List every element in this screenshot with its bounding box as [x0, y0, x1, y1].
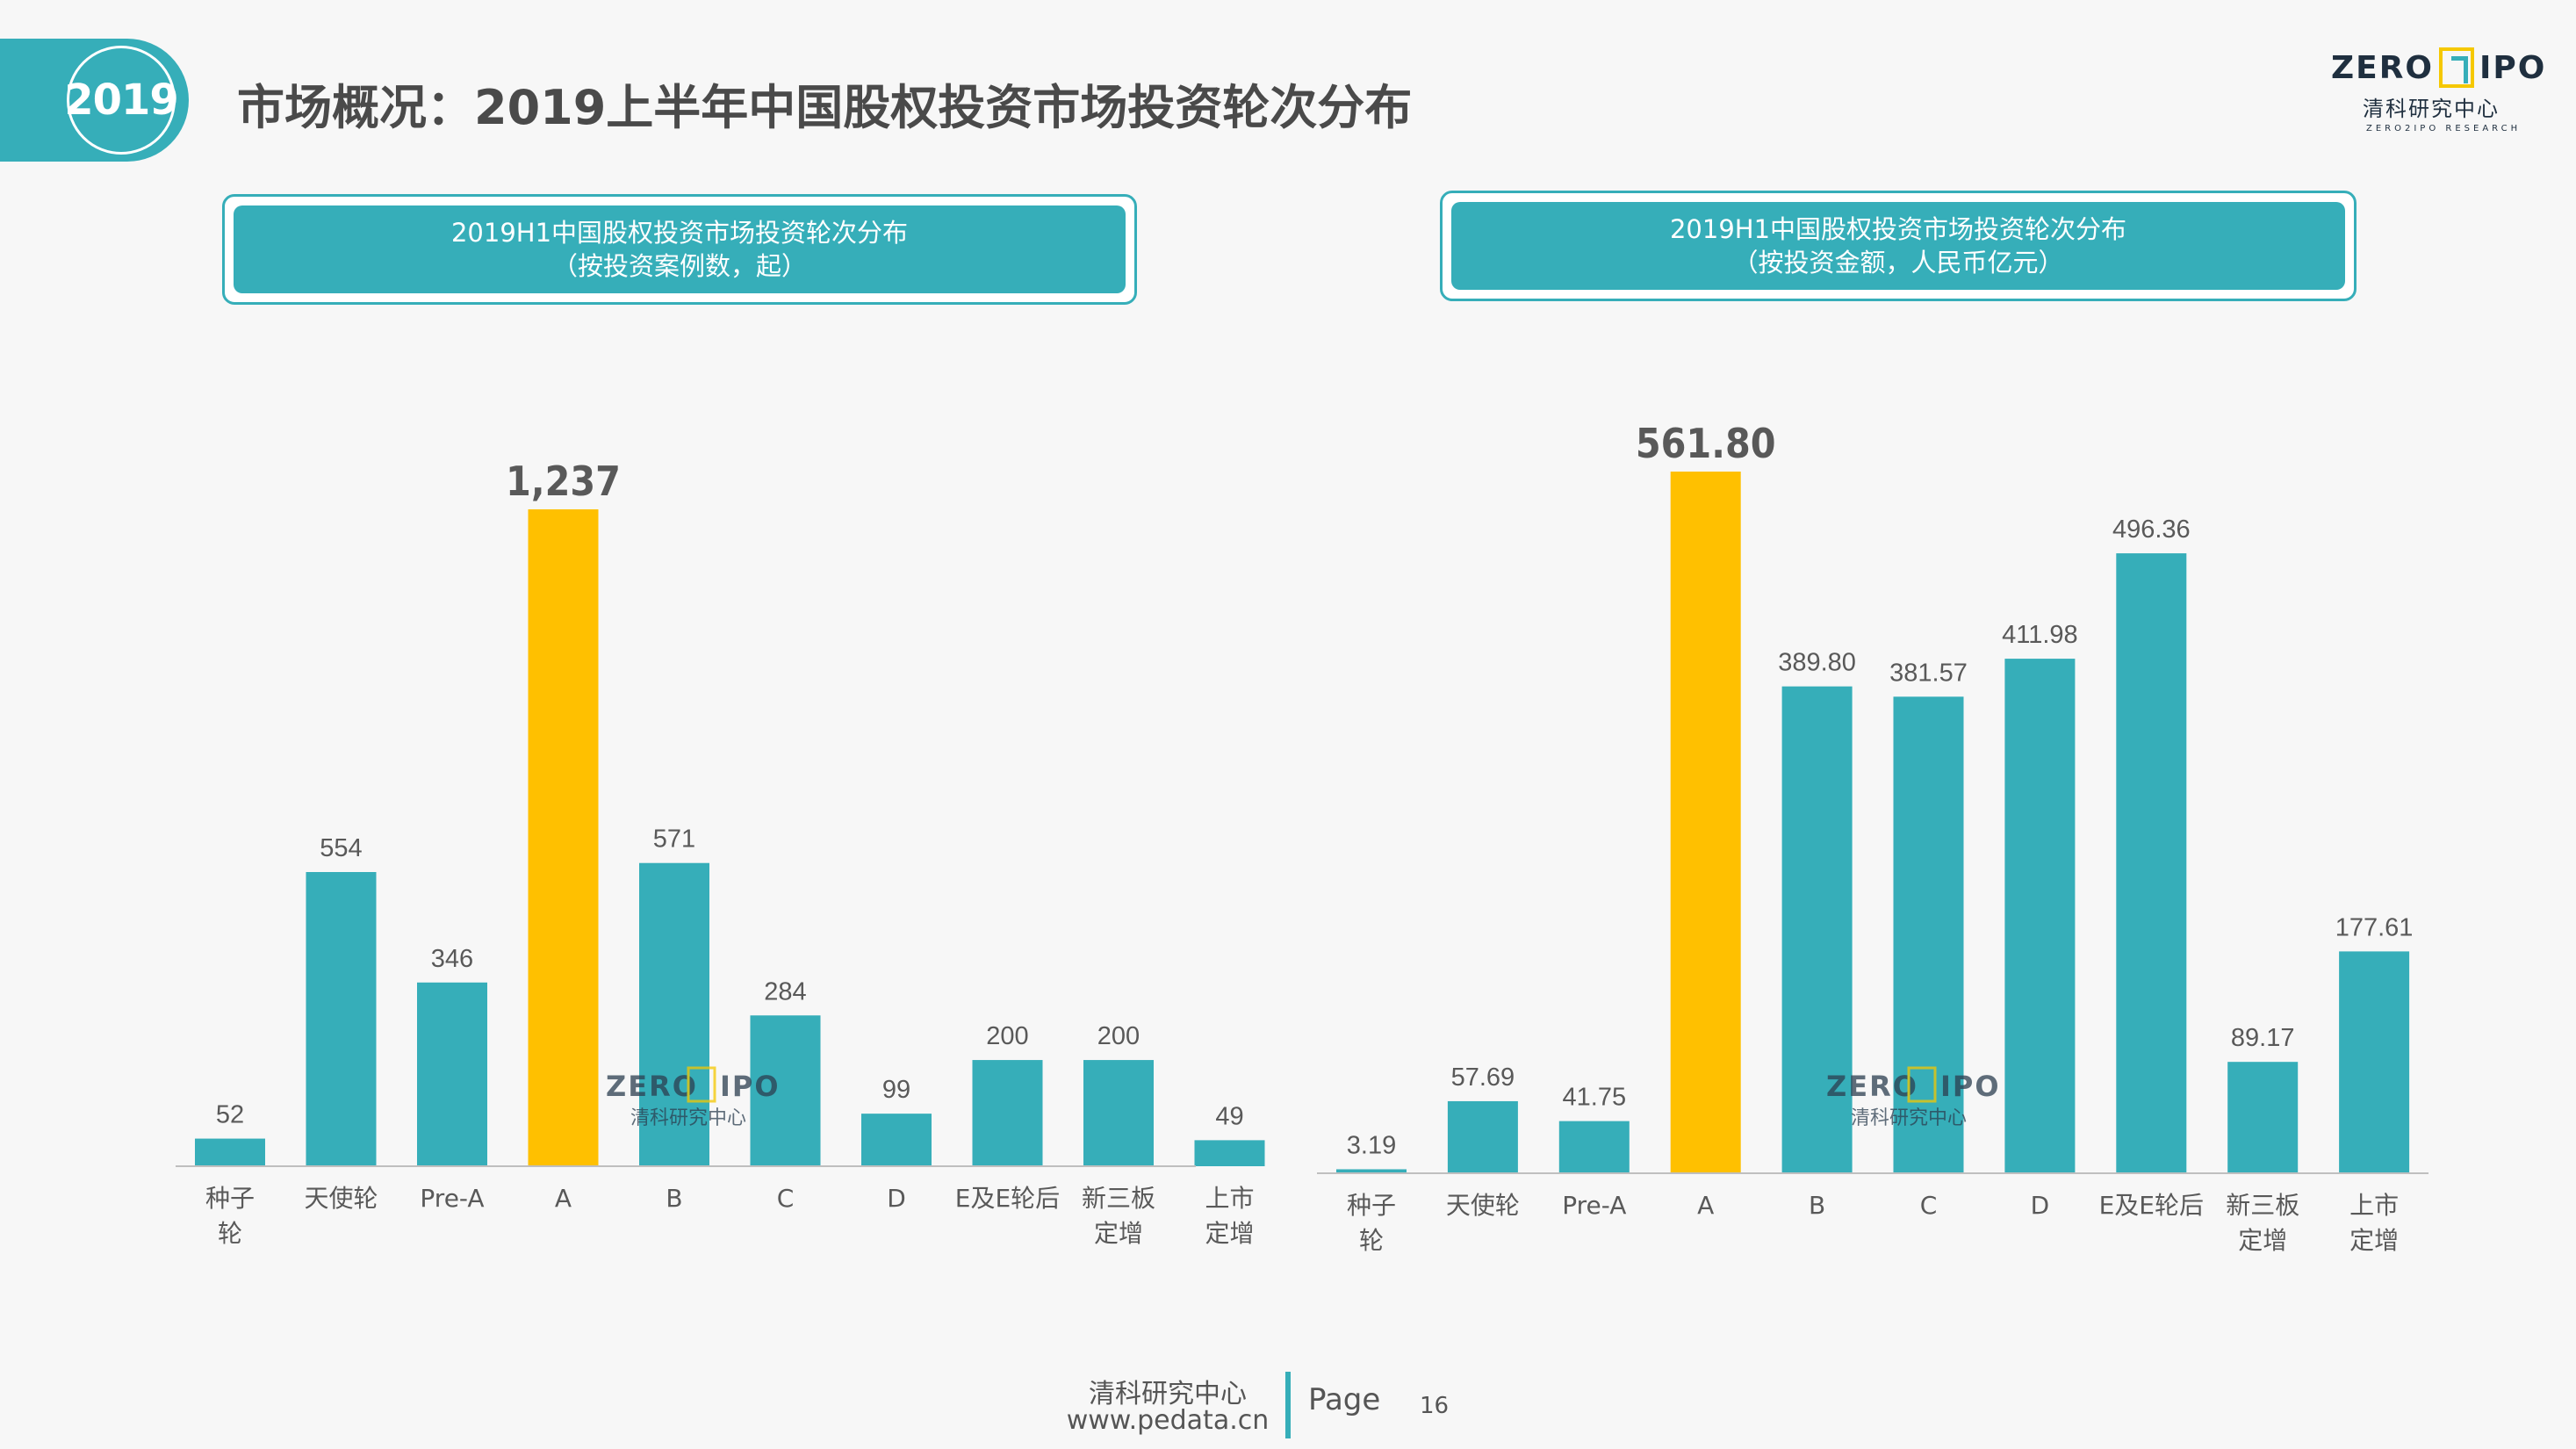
category-label-left-0-line1: 轮 — [218, 1219, 242, 1248]
value-label-right-2: 41.75 — [1563, 1084, 1627, 1112]
logo-tiny-text: ZERO2IPO RESEARCH — [2366, 124, 2522, 133]
logo-left-text: ZERO — [2331, 49, 2435, 86]
watermark-left-text-right: ZERO — [1826, 1070, 1918, 1103]
category-label-right-9-line1: 定增 — [2349, 1226, 2399, 1255]
category-label-right-6: D — [2031, 1191, 2050, 1220]
bar-right-2 — [1558, 1121, 1630, 1173]
bar-right-0 — [1336, 1169, 1407, 1173]
bar-right-4 — [1781, 686, 1853, 1173]
value-label-right-7: 496.36 — [2112, 515, 2191, 544]
category-label-right-5: C — [1920, 1191, 1938, 1220]
watermark-mark-left — [687, 1066, 716, 1103]
watermark-sub-text-left: 清科研究中心 — [630, 1107, 746, 1129]
bar-left-4 — [639, 862, 709, 1166]
bar-left-6 — [861, 1114, 932, 1166]
value-label-left-2: 346 — [431, 945, 473, 973]
value-label-left-7: 200 — [986, 1022, 1028, 1050]
bar-left-0 — [195, 1138, 265, 1166]
bar-left-9 — [1194, 1140, 1265, 1166]
footer-page-label: Page — [1308, 1382, 1381, 1417]
watermark-sub-text-right: 清科研究中心 — [1851, 1107, 1967, 1129]
category-label-left-3: A — [555, 1184, 572, 1213]
bar-left-1 — [306, 872, 377, 1166]
value-label-right-0: 3.19 — [1347, 1131, 1396, 1159]
category-label-right-7: E及E轮后 — [2099, 1191, 2204, 1220]
value-label-left-6: 99 — [882, 1076, 910, 1104]
logo-sub-text: 清科研究中心 — [2363, 97, 2500, 121]
value-label-right-6: 411.98 — [2002, 621, 2078, 649]
category-label-left-7: E及E轮后 — [955, 1184, 1060, 1213]
watermark-left: ZERO IPO 清科研究中心 — [606, 1066, 781, 1129]
bar-left-5 — [750, 1015, 821, 1166]
category-label-right-2: Pre-A — [1562, 1191, 1626, 1220]
bar-left-2 — [417, 982, 487, 1166]
watermark-right: ZERO IPO 清科研究中心 — [1826, 1066, 2001, 1129]
category-label-left-4: B — [666, 1184, 682, 1213]
chart-header-left: 2019H1中国股权投资市场投资轮次分布 （按投资案例数，起） — [222, 194, 1137, 305]
bar-right-1 — [1447, 1100, 1518, 1173]
logo-right-text: IPO — [2479, 49, 2547, 86]
value-label-left-5: 284 — [764, 977, 806, 1006]
page-title: 市场概况：2019上半年中国股权投资市场投资轮次分布 — [237, 80, 1413, 135]
watermark-right-text-right: IPO — [1940, 1070, 2001, 1103]
watermark-right-text-left: IPO — [720, 1070, 781, 1103]
bar-right-5 — [1893, 696, 1964, 1173]
value-label-right-9: 177.61 — [2335, 913, 2414, 941]
bar-right-6 — [2004, 659, 2076, 1173]
category-label-right-9: 上市 — [2349, 1191, 2399, 1220]
category-label-right-4: B — [1809, 1191, 1825, 1220]
bar-right-9 — [2339, 951, 2410, 1173]
value-label-left-8: 200 — [1097, 1022, 1140, 1050]
category-label-right-0: 种子 — [1347, 1191, 1396, 1220]
category-label-right-0-line1: 轮 — [1359, 1226, 1384, 1255]
year-circle: 2019 — [64, 46, 179, 155]
category-label-left-1: 天使轮 — [304, 1184, 378, 1213]
year-text: 2019 — [64, 76, 179, 125]
value-label-right-4: 389.80 — [1778, 649, 1856, 677]
category-label-left-6: D — [887, 1184, 906, 1213]
value-label-right-5: 381.57 — [1889, 659, 1968, 687]
category-label-left-2: Pre-A — [420, 1184, 484, 1213]
category-label-left-8-line1: 定增 — [1094, 1219, 1143, 1248]
bar-left-8 — [1083, 1060, 1154, 1166]
value-label-left-0: 52 — [216, 1101, 244, 1129]
footer-page-number: 16 — [1420, 1393, 1450, 1419]
value-label-left-4: 571 — [653, 825, 695, 854]
category-label-left-9: 上市 — [1205, 1184, 1254, 1213]
category-label-right-3: A — [1697, 1191, 1714, 1220]
category-label-left-8: 新三板 — [1082, 1184, 1155, 1213]
bar-right-7 — [2116, 553, 2187, 1173]
bar-left-3 — [528, 509, 599, 1166]
zero2ipo-logo: ZERO IPO 清科研究中心 ZERO2IPO RESEARCH — [2331, 47, 2551, 135]
bar-right-8 — [2227, 1062, 2299, 1173]
chart-title-right: 2019H1中国股权投资市场投资轮次分布 — [1669, 214, 2127, 244]
footer-org: 清科研究中心 — [1089, 1379, 1247, 1409]
chart-subtitle-right: （按投资金额，人民币亿元） — [1732, 248, 2064, 278]
category-label-right-1: 天使轮 — [1446, 1191, 1520, 1220]
category-label-right-8: 新三板 — [2226, 1191, 2299, 1220]
value-label-left-3: 1,237 — [506, 458, 621, 505]
footer-divider — [1285, 1372, 1291, 1438]
chart-subtitle-left: （按投资案例数，起） — [551, 251, 807, 281]
value-label-left-9: 49 — [1215, 1102, 1243, 1130]
watermark-mark-right — [1907, 1066, 1937, 1103]
category-label-left-0: 种子 — [205, 1184, 255, 1213]
value-label-left-1: 554 — [320, 834, 362, 862]
chart-header-right: 2019H1中国股权投资市场投资轮次分布 （按投资金额，人民币亿元） — [1440, 191, 2357, 301]
category-label-left-5: C — [777, 1184, 795, 1213]
category-label-right-8-line1: 定增 — [2238, 1226, 2287, 1255]
watermark-left-text-left: ZERO — [606, 1070, 698, 1103]
chart-title-left: 2019H1中国股权投资市场投资轮次分布 — [450, 218, 909, 248]
value-label-right-3: 561.80 — [1636, 420, 1776, 467]
value-label-right-8: 89.17 — [2231, 1024, 2295, 1052]
footer-url: www.pedata.cn — [1066, 1405, 1270, 1436]
logo-mark — [2439, 47, 2475, 88]
bar-left-7 — [972, 1060, 1043, 1166]
category-label-left-9-line1: 定增 — [1205, 1219, 1254, 1248]
bar-right-3 — [1670, 472, 1741, 1173]
value-label-right-1: 57.69 — [1451, 1063, 1515, 1092]
